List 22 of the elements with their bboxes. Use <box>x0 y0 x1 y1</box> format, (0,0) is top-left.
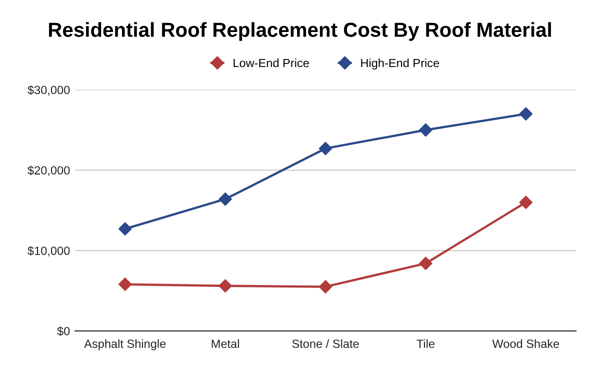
point <box>218 279 232 293</box>
y-tick-label: $10,000 <box>28 246 70 256</box>
x-tick-label: Wood Shake <box>492 339 560 348</box>
legend-label: High-End Price <box>361 58 440 70</box>
point <box>419 123 432 137</box>
x-tick-label: Asphalt Shingle <box>84 339 166 350</box>
x-tick-label: Tile <box>416 339 434 348</box>
point <box>318 142 332 156</box>
point <box>318 280 332 294</box>
y-tick-label: $20,000 <box>28 166 70 176</box>
point <box>118 222 132 236</box>
point <box>218 192 232 206</box>
x-tick-label: Stone / Slate <box>292 339 359 348</box>
point <box>419 256 432 270</box>
y-tick-label: $0 <box>57 326 70 336</box>
x-tick-label: Metal <box>212 339 239 348</box>
legend-label: Low-End Price <box>234 58 309 68</box>
chart-title: Residential Roof Replacement Cost By Roof Material <box>49 22 551 41</box>
point <box>118 278 132 291</box>
point <box>519 196 532 209</box>
point <box>519 107 532 120</box>
y-tick-label: $30,000 <box>28 85 70 96</box>
